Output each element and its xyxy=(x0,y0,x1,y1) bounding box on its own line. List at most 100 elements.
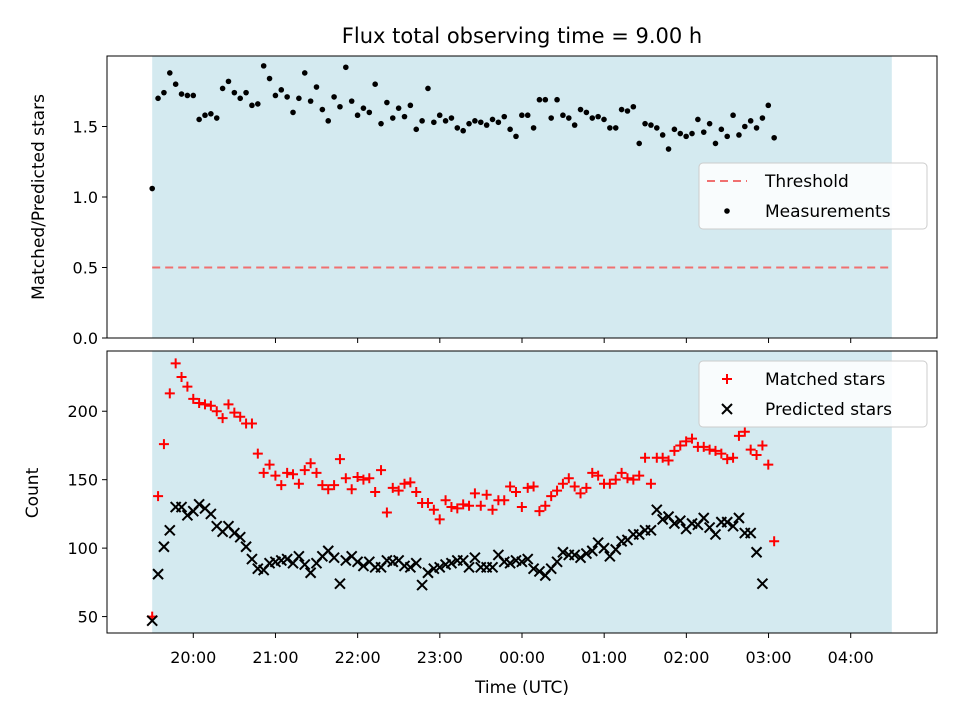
measurement-point xyxy=(507,126,513,133)
legend-measurement-swatch xyxy=(724,208,730,214)
measurement-point xyxy=(665,146,672,152)
matched-star-point xyxy=(311,467,322,478)
y-tick-label: 200 xyxy=(67,402,98,421)
legend-predicted-swatch xyxy=(721,403,733,415)
predicted-star-point xyxy=(709,528,722,541)
predicted-star-point xyxy=(568,549,581,561)
measurement-point xyxy=(448,115,455,121)
matched-star-point xyxy=(505,481,516,492)
predicted-star-point xyxy=(304,567,317,579)
measurement-point xyxy=(530,125,537,131)
predicted-star-point xyxy=(293,550,305,563)
measurement-point xyxy=(266,75,273,82)
predicted-star-point xyxy=(733,512,745,524)
matched-star-point xyxy=(663,455,674,466)
predicted-star-point xyxy=(158,541,170,553)
predicted-star-point xyxy=(580,547,593,560)
predicted-star-point xyxy=(416,579,428,591)
measurement-point xyxy=(771,134,777,141)
matched-star-point xyxy=(487,504,498,515)
matched-star-point xyxy=(657,452,668,463)
matched-star-point xyxy=(282,467,293,478)
matched-star-point xyxy=(276,480,287,491)
matched-star-point xyxy=(158,439,169,450)
predicted-star-point xyxy=(721,516,733,528)
matched-star-point xyxy=(552,485,563,496)
measurement-point xyxy=(272,92,279,99)
measurement-point xyxy=(431,119,437,126)
matched-star-point xyxy=(522,482,533,493)
matched-star-point xyxy=(499,495,510,506)
measurement-point xyxy=(184,92,191,99)
matched-star-point xyxy=(751,450,762,461)
predicted-star-point xyxy=(299,558,311,571)
matched-star-point xyxy=(428,504,439,515)
matched-star-point xyxy=(170,358,181,369)
top-y-axis-label: Matched/Predicted stars xyxy=(29,94,49,300)
matched-star-point xyxy=(616,467,627,478)
measurement-point xyxy=(589,115,596,121)
matched-star-point xyxy=(258,467,269,478)
matched-star-point xyxy=(481,489,492,500)
measurement-point xyxy=(571,122,578,128)
measurement-point xyxy=(659,132,666,138)
x-tick-label: 22:00 xyxy=(335,648,381,667)
y-tick-label: 0.0 xyxy=(73,329,98,348)
predicted-star-point xyxy=(610,543,622,556)
measurement-point xyxy=(225,78,232,85)
measurement-point xyxy=(747,118,754,124)
predicted-star-point xyxy=(527,562,540,575)
predicted-star-point xyxy=(340,554,352,567)
measurement-point xyxy=(700,129,707,135)
matched-star-point xyxy=(528,481,539,492)
matched-star-point xyxy=(346,484,357,495)
predicted-star-point xyxy=(193,498,205,511)
predicted-star-point xyxy=(175,501,188,513)
measurement-point xyxy=(501,113,508,120)
measurement-point xyxy=(542,96,549,103)
predicted-star-point xyxy=(557,546,569,558)
measurement-point xyxy=(648,122,654,128)
matched-star-point xyxy=(329,480,340,491)
matched-star-point xyxy=(229,407,240,418)
measurement-point xyxy=(155,95,161,102)
predicted-star-point xyxy=(551,556,563,568)
predicted-star-point xyxy=(522,553,534,565)
matched-star-point xyxy=(645,478,656,489)
matched-star-point xyxy=(153,491,164,502)
measurement-point xyxy=(454,125,461,131)
measurement-point xyxy=(219,85,226,92)
matched-star-point xyxy=(352,471,363,482)
measurement-point xyxy=(196,116,202,123)
measurement-point xyxy=(742,123,748,130)
matched-star-point xyxy=(669,445,680,456)
measurement-point xyxy=(296,95,302,102)
x-tick-label: 20:00 xyxy=(170,648,216,667)
measurement-point xyxy=(642,120,648,127)
legend-label: Predicted stars xyxy=(765,400,892,420)
predicted-star-point xyxy=(234,531,246,543)
measurement-point xyxy=(436,112,443,119)
measurement-point xyxy=(636,140,643,147)
legend: Matched stars Predicted stars xyxy=(698,360,928,428)
measurement-point xyxy=(466,120,472,127)
measurement-point xyxy=(419,118,425,124)
x-tick-label: 04:00 xyxy=(828,648,874,667)
measurement-point xyxy=(249,102,255,109)
matched-star-point xyxy=(252,448,263,459)
matched-star-point xyxy=(622,473,633,484)
matched-star-point xyxy=(323,484,334,495)
matched-star-point xyxy=(270,470,281,481)
predicted-star-point xyxy=(633,528,645,541)
predicted-star-point xyxy=(727,520,739,532)
matched-star-point xyxy=(188,393,199,404)
matched-star-point xyxy=(581,482,592,493)
predicted-star-point xyxy=(504,557,516,569)
legend-matched-swatch xyxy=(722,374,732,384)
matched-star-point xyxy=(733,430,744,441)
matched-star-point xyxy=(546,491,557,502)
predicted-star-point xyxy=(357,560,370,572)
predicted-star-point xyxy=(246,553,258,565)
predicted-star-point xyxy=(410,557,422,569)
matched-star-point xyxy=(376,465,387,476)
